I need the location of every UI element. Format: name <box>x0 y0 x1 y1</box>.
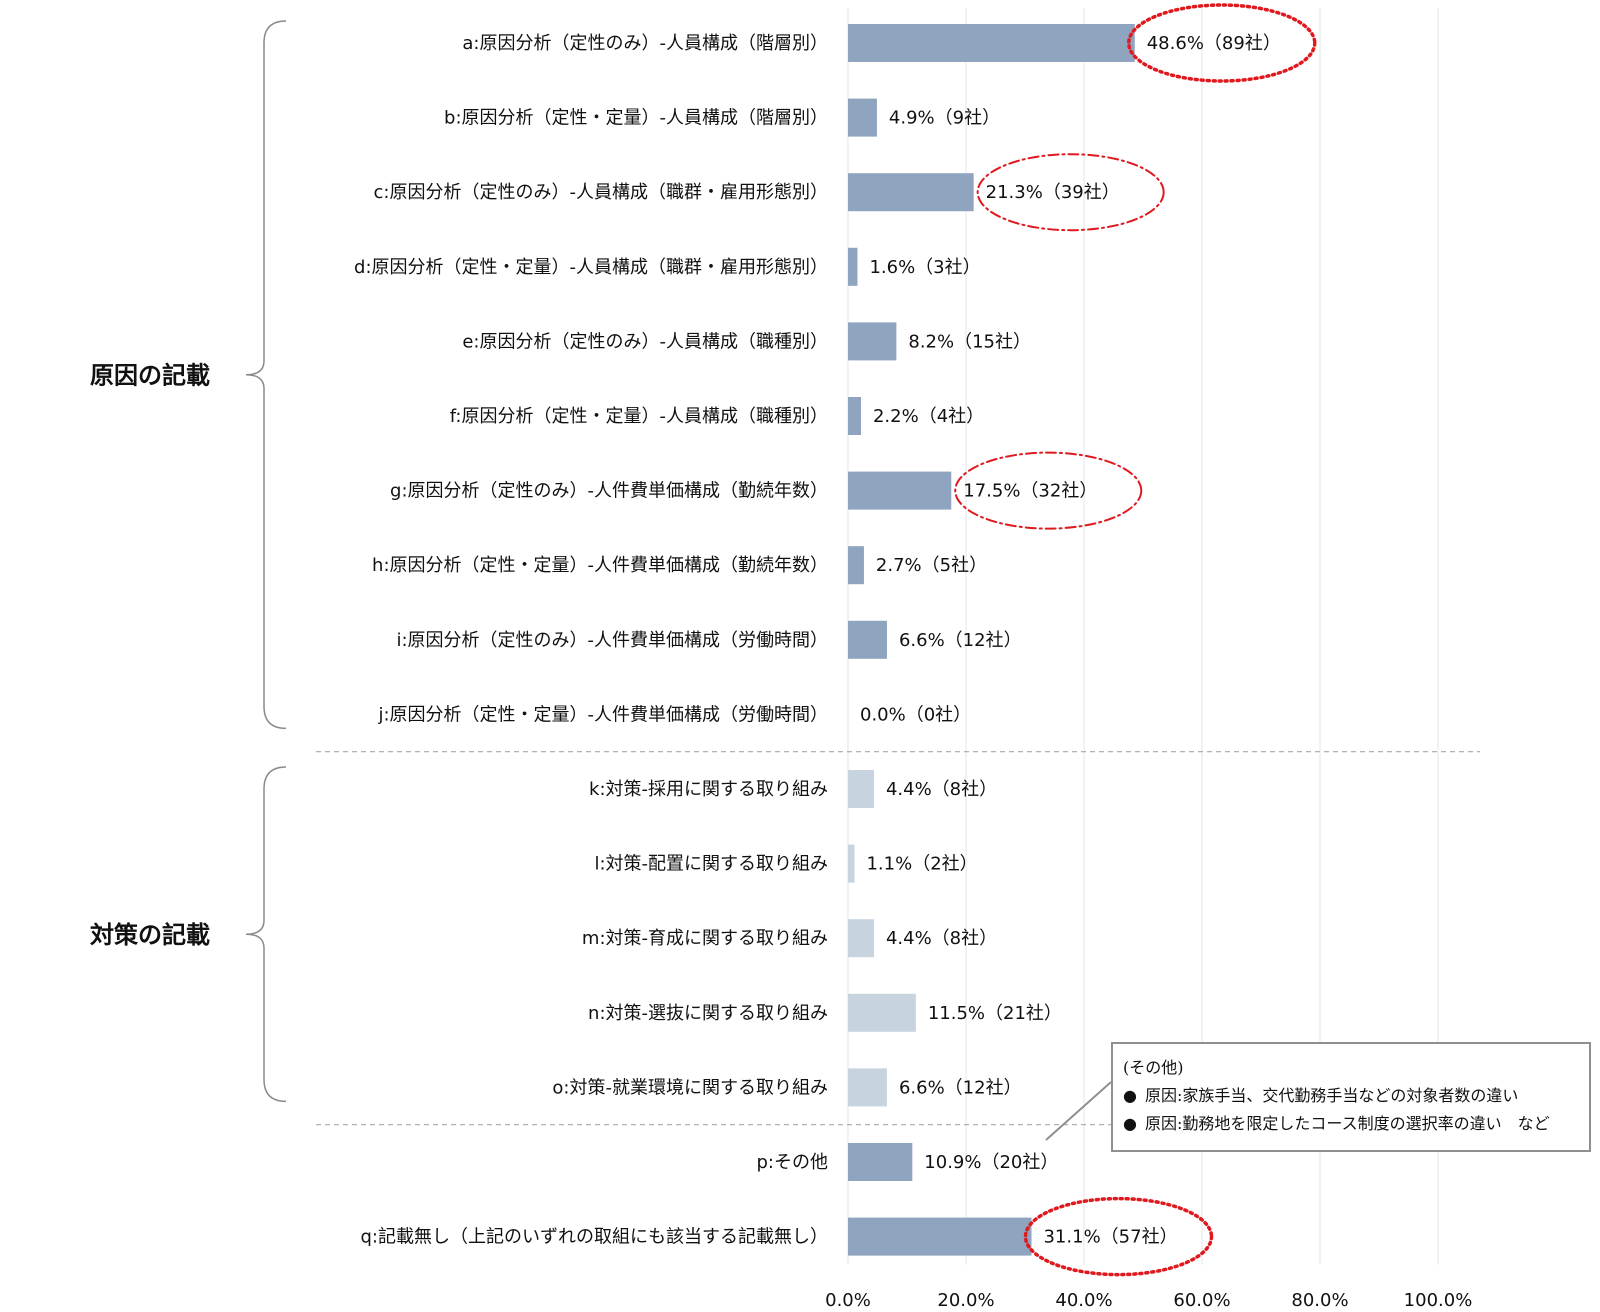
data-label: 10.9%（20社） <box>924 1152 1058 1173</box>
category-label: p:その他 <box>757 1152 829 1173</box>
data-label: 4.9%（9社） <box>889 108 1000 129</box>
bar <box>848 322 897 361</box>
bar <box>848 1143 913 1181</box>
other-callout-box: (その他) 原因:家族手当、交代勤務手当などの対象者数の違い 原因:勤務地を限定… <box>1111 1042 1591 1152</box>
bar <box>848 620 887 659</box>
x-tick-label: 60.0% <box>1173 1290 1230 1311</box>
highlight-ellipses <box>954 3 1317 1277</box>
grid-lines <box>847 8 1439 1265</box>
callout-item-1: 原因:家族手当、交代勤務手当などの対象者数の違い <box>1123 1082 1579 1110</box>
bar <box>848 24 1135 62</box>
group-label: 原因の記載 <box>90 362 210 390</box>
category-label: e:原因分析（定性のみ）-人員構成（職種別） <box>462 331 828 352</box>
data-label: 48.6%（89社） <box>1147 33 1281 54</box>
category-label: c:原因分析（定性のみ）-人員構成（職群・雇用形態別） <box>374 182 828 203</box>
category-label: d:原因分析（定性・定量）-人員構成（職群・雇用形態別） <box>354 257 828 278</box>
x-tick-label: 40.0% <box>1055 1290 1112 1311</box>
bar <box>848 546 864 585</box>
group-bracket <box>245 766 287 1103</box>
category-label: q:記載無し（上記のいずれの取組にも該当する記載無し） <box>361 1227 829 1248</box>
category-label: g:原因分析（定性のみ）-人件費単価構成（勤続年数） <box>390 481 828 502</box>
data-label: 8.2%（15社） <box>908 331 1031 352</box>
bar <box>848 173 974 212</box>
data-label: 1.1%（2社） <box>866 854 977 875</box>
bar <box>848 1068 887 1107</box>
data-label: 6.6%（12社） <box>899 630 1022 651</box>
bar <box>848 993 916 1032</box>
group-bracket <box>245 20 287 730</box>
category-label: a:原因分析（定性のみ）-人員構成（階層別） <box>462 33 828 54</box>
data-label: 2.7%（5社） <box>876 555 987 576</box>
category-label: j:原因分析（定性・定量）-人件費単価構成（労働時間） <box>377 704 828 725</box>
data-label: 1.6%（3社） <box>869 257 980 278</box>
highlight-ellipse <box>1023 1196 1214 1277</box>
bar <box>848 98 877 137</box>
bar <box>848 247 858 286</box>
data-label: 0.0%（0社） <box>860 704 971 725</box>
category-label: l:対策-配置に関する取り組み <box>594 854 828 875</box>
data-label: 17.5%（32社） <box>963 481 1097 502</box>
bar <box>848 471 952 510</box>
callout-pointer-line <box>1045 1081 1112 1141</box>
callout-title: (その他) <box>1123 1058 1184 1077</box>
bar <box>848 397 861 435</box>
x-axis-tick-labels: 0.0% 20.0% 40.0% 60.0% 80.0% 100.0% <box>825 1290 1472 1311</box>
category-label: k:対策-採用に関する取り組み <box>589 779 828 800</box>
data-label: 4.4%（8社） <box>886 928 997 949</box>
category-label: h:原因分析（定性・定量）-人件費単価構成（勤続年数） <box>372 555 828 576</box>
category-label: o:対策-就業環境に関する取り組み <box>552 1077 828 1098</box>
bar <box>848 919 874 958</box>
x-tick-label: 20.0% <box>937 1290 994 1311</box>
x-tick-label: 80.0% <box>1291 1290 1348 1311</box>
highlight-ellipse <box>1126 3 1317 83</box>
category-label: b:原因分析（定性・定量）-人員構成（階層別） <box>444 108 828 129</box>
x-tick-label: 0.0% <box>825 1290 871 1311</box>
bar <box>848 770 874 808</box>
data-label: 21.3%（39社） <box>986 182 1120 203</box>
highlight-ellipse <box>954 451 1143 530</box>
data-label: 2.2%（4社） <box>873 406 984 427</box>
data-label: 11.5%（21社） <box>928 1003 1062 1024</box>
group-brackets <box>245 20 287 1103</box>
x-tick-label: 100.0% <box>1404 1290 1473 1311</box>
data-label: 31.1%（57社） <box>1043 1227 1177 1248</box>
category-label: i:原因分析（定性のみ）-人件費単価構成（労働時間） <box>396 630 828 651</box>
category-labels: a:原因分析（定性のみ）-人員構成（階層別） b:原因分析（定性・定量）-人員構成… <box>354 33 828 1248</box>
bar <box>848 1217 1032 1256</box>
bars <box>848 24 1135 1256</box>
data-label: 6.6%（12社） <box>899 1077 1022 1098</box>
category-label: f:原因分析（定性・定量）-人員構成（職種別） <box>450 406 828 427</box>
category-label: n:対策-選抜に関する取り組み <box>588 1003 828 1024</box>
data-label: 4.4%（8社） <box>886 779 997 800</box>
highlight-ellipse <box>976 153 1165 232</box>
value-labels: 48.6%（89社） 4.9%（9社） 21.3%（39社） 1.6%（3社） 8.2%… <box>860 33 1281 1248</box>
bar <box>848 844 855 883</box>
category-label: m:対策-育成に関する取り組み <box>582 928 828 949</box>
group-separators <box>316 751 1480 1126</box>
group-label: 対策の記載 <box>90 921 210 949</box>
callout-item-2: 原因:勤務地を限定したコース制度の選択率の違い など <box>1123 1110 1579 1138</box>
